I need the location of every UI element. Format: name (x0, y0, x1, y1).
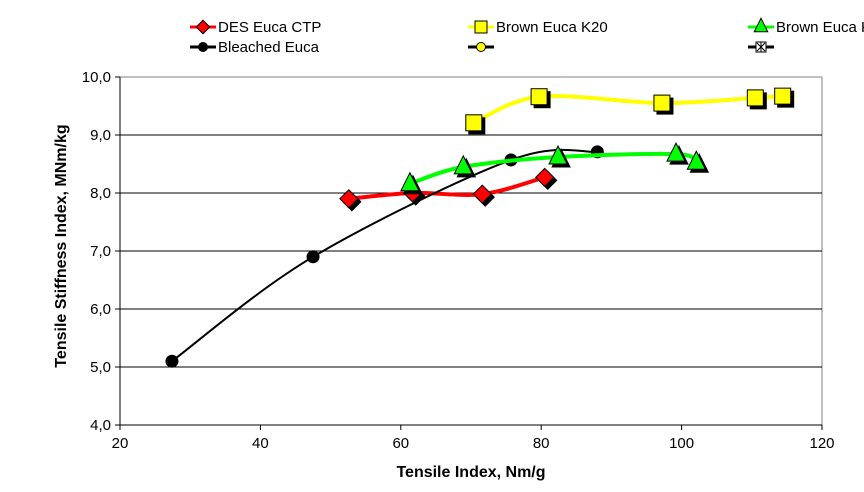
legend-item (468, 42, 494, 52)
data-point (686, 150, 710, 173)
y-tick-label: 9,0 (90, 127, 111, 144)
x-tick-label: 80 (533, 435, 550, 452)
series-brown-euca-k20 (465, 87, 795, 135)
legend-marker (474, 20, 488, 34)
x-tick-label: 20 (112, 435, 129, 452)
y-tick-labels: 4,0 5,0 6,0 7,0 8,0 9,0 10,0 (82, 69, 111, 434)
data-point (453, 154, 477, 178)
y-tick-label: 7,0 (90, 243, 111, 260)
legend-marker (198, 42, 208, 52)
legend-marker (753, 17, 769, 33)
series-line (171, 148, 598, 363)
legend-label: Brown Euca K30 (776, 19, 864, 36)
data-point (774, 87, 795, 108)
x-tick-label: 120 (809, 435, 834, 452)
data-point (165, 354, 179, 368)
y-tick-label: 4,0 (90, 417, 111, 434)
data-point (306, 250, 320, 264)
legend-label: Bleached Euca (218, 39, 320, 56)
legend-marker (195, 19, 211, 35)
y-tick-label: 8,0 (90, 185, 111, 202)
y-tick-label: 6,0 (90, 301, 111, 318)
series-des-euca-ctp (339, 167, 558, 212)
legend-label: Brown Euca K20 (496, 19, 608, 36)
legend-marker (476, 42, 486, 52)
data-point (339, 189, 362, 212)
legend-item: Brown Euca K30 (748, 17, 864, 36)
y-tick-label: 5,0 (90, 359, 111, 376)
data-point (530, 88, 551, 109)
data-point (746, 89, 767, 110)
x-tick-label: 40 (252, 435, 269, 452)
y-axis-title: Tensile Stiffness Index, MNm/kg (53, 124, 70, 367)
x-tick-label: 100 (669, 435, 694, 452)
data-point (400, 171, 423, 195)
x-tick-label: 60 (392, 435, 409, 452)
series-brown-euca-k30 (400, 142, 710, 195)
legend-item (748, 41, 774, 53)
series-layer (165, 87, 795, 368)
axes (115, 76, 823, 430)
legend-label: DES Euca CTP (218, 19, 321, 36)
legend-item: Brown Euca K20 (468, 19, 608, 36)
data-point (465, 114, 486, 135)
series-line (472, 94, 783, 125)
data-point (535, 167, 558, 191)
data-point (472, 184, 495, 207)
x-tick-labels: 20 40 60 80 100 120 (112, 435, 835, 452)
data-point (653, 94, 674, 115)
data-point (548, 144, 571, 168)
legend-item: Bleached Euca (190, 39, 320, 56)
x-axis-title: Tensile Index, Nm/g (396, 464, 545, 481)
series-line (348, 175, 546, 201)
y-tick-label: 10,0 (82, 69, 111, 86)
legend-marker (755, 41, 767, 53)
data-point (666, 142, 689, 165)
legend-item: DES Euca CTP (190, 19, 321, 36)
legend: DES Euca CTP Brown Euca K20 Brown Euca K30… (190, 17, 864, 56)
